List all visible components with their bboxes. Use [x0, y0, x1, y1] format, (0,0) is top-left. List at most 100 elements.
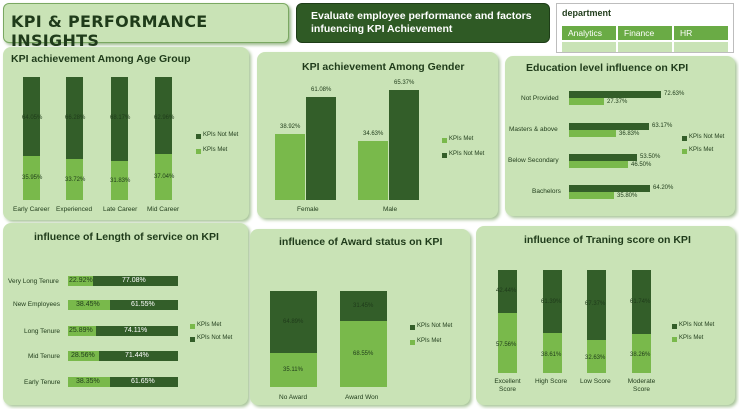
age-category-experienced: Experienced [56, 206, 93, 213]
edu-not-provided-met-label: 27.37% [607, 99, 628, 105]
bar-los-early-met [68, 377, 110, 387]
edu-category-bachelors: Bachelors [532, 188, 561, 195]
age-legend-swatch-met [196, 149, 201, 154]
length-of-service-chart-title: influence of Length of service on KPI [34, 231, 219, 243]
bar-age-early-career-not-met [23, 77, 40, 156]
edu-category-masters: Masters & above [509, 126, 558, 133]
los-very-long-met-label: 22.92% [69, 277, 93, 284]
bar-edu-masters-met [569, 130, 616, 137]
gender-legend-not-met: KPIs Not Met [449, 151, 485, 157]
edu-bachelors-not-met-label: 64.20% [653, 185, 674, 191]
bar-age-experienced-met [66, 159, 83, 200]
bar-training-excellent-not-met [498, 270, 517, 313]
los-long-met-label: 25.89% [69, 327, 93, 334]
award-legend-swatch-met [410, 340, 415, 345]
age-early-career-not-met-label: 64.05% [22, 115, 43, 121]
edu-bachelors-met-label: 35.80% [617, 193, 638, 199]
slicer-option-row2-b[interactable] [618, 42, 672, 52]
los-mid-not-met-label: 71.44% [125, 352, 149, 359]
slicer-option-row2-a[interactable] [562, 42, 616, 52]
gender-male-met-label: 34.63% [363, 131, 384, 137]
slicer-option-hr[interactable]: HR [674, 26, 728, 40]
age-early-career-met-label: 35.95% [22, 175, 43, 181]
bar-award-won-not-met [340, 291, 387, 321]
edu-legend-met: KPIs Met [689, 147, 714, 153]
slicer-title: department [562, 8, 612, 18]
gender-legend-swatch-not-met [442, 153, 447, 158]
award-legend-not-met: KPIs Not Met [417, 323, 453, 329]
los-category-very-long: Very Long Tenure [8, 278, 59, 285]
bar-age-late-career-not-met [111, 77, 128, 161]
age-late-career-met-label: 31.83% [110, 178, 131, 184]
bar-los-long-not-met [96, 326, 178, 336]
age-experienced-not-met-label: 66.28% [65, 115, 86, 121]
training-excellent-met-label: 57.56% [496, 342, 517, 348]
bar-gender-female-not-met [306, 97, 336, 200]
edu-legend-swatch-not-met [682, 136, 687, 141]
bar-los-early-not-met [110, 377, 178, 387]
los-category-new: New Employees [13, 301, 60, 308]
edu-category-below-secondary: Below Secondary [508, 157, 559, 164]
bar-training-low-not-met [587, 270, 606, 340]
training-category-high: High Score [535, 378, 568, 385]
bar-age-experienced-not-met [66, 77, 83, 159]
los-very-long-not-met-label: 77.08% [122, 277, 146, 284]
award-no-award-met-label: 35.11% [283, 367, 303, 373]
los-legend-not-met: KPIs Not Met [197, 335, 233, 341]
gender-category-male: Male [383, 206, 398, 213]
bar-gender-male-not-met [389, 90, 419, 200]
training-legend-swatch-not-met [672, 324, 677, 329]
training-legend-met: KPIs Met [679, 335, 704, 341]
bar-edu-masters-not-met [569, 123, 649, 130]
bar-los-new-not-met [110, 300, 178, 310]
los-long-not-met-label: 74.11% [124, 327, 148, 334]
age-mid-career-not-met-label: 62.96% [154, 115, 175, 121]
bar-los-mid-not-met [99, 351, 178, 361]
age-late-career-not-met-label: 68.17% [110, 115, 131, 121]
training-high-not-met-label: 61.39% [541, 299, 562, 305]
panel-length-of-service [3, 223, 248, 405]
award-status-chart-title: influence of Award status on KPI [279, 236, 443, 248]
age-legend-not-met: KPIs Not Met [203, 132, 239, 138]
bar-los-long-met [68, 326, 96, 336]
training-low-met-label: 32.63% [585, 355, 606, 361]
award-won-not-met-label: 31.45% [353, 303, 374, 309]
gender-legend-swatch-met [442, 138, 447, 143]
gender-legend-met: KPIs Met [449, 136, 474, 142]
training-category-excellent: Excellent Score [494, 378, 521, 393]
dashboard-title-box: KPI & PERFORMANCE INSIGHTS [3, 3, 289, 50]
bar-training-excellent-met [498, 313, 517, 373]
bar-los-very-long-met [68, 276, 93, 286]
slicer-option-finance[interactable]: Finance [618, 26, 672, 40]
los-category-early: Early Tenure [24, 379, 61, 386]
slicer-option-row2-c[interactable] [674, 42, 728, 52]
los-new-not-met-label: 61.55% [131, 301, 155, 308]
los-category-long: Long Tenure [24, 328, 61, 335]
los-early-not-met-label: 61.65% [131, 378, 155, 385]
training-legend-not-met: KPIs Not Met [679, 322, 715, 328]
los-early-met-label: 38.35% [76, 378, 100, 385]
gender-female-not-met-label: 61.08% [311, 87, 332, 93]
education-chart-title: Education level influence on KPI [526, 62, 689, 74]
gender-female-met-label: 38.92% [280, 124, 301, 130]
award-category-no-award: No Award [279, 394, 308, 401]
award-category-award-won: Award Won [345, 394, 379, 401]
training-category-moderate: Moderate Score [627, 378, 656, 393]
bar-award-no-award-met [270, 353, 317, 387]
dashboard-subtitle-box: Evaluate employee performance and factor… [296, 3, 550, 43]
training-moderate-not-met-label: 61.74% [630, 299, 651, 305]
bar-award-won-met [340, 321, 387, 387]
bar-los-new-met [68, 300, 110, 310]
edu-legend-swatch-met [682, 149, 687, 154]
bar-award-no-award-not-met [270, 291, 317, 353]
slicer-option-analytics[interactable]: Analytics [562, 26, 616, 40]
gender-male-not-met-label: 65.37% [394, 80, 415, 86]
edu-not-provided-not-met-label: 72.63% [664, 91, 685, 97]
training-category-low: Low Score [580, 378, 611, 385]
age-category-late-career: Late Career [103, 206, 138, 213]
bar-edu-bachelors-not-met [569, 185, 650, 192]
edu-legend-not-met: KPIs Not Met [689, 134, 725, 140]
bar-los-mid-met [68, 351, 99, 361]
dashboard-title: KPI & PERFORMANCE INSIGHTS [11, 12, 208, 50]
edu-masters-met-label: 36.83% [619, 131, 640, 137]
